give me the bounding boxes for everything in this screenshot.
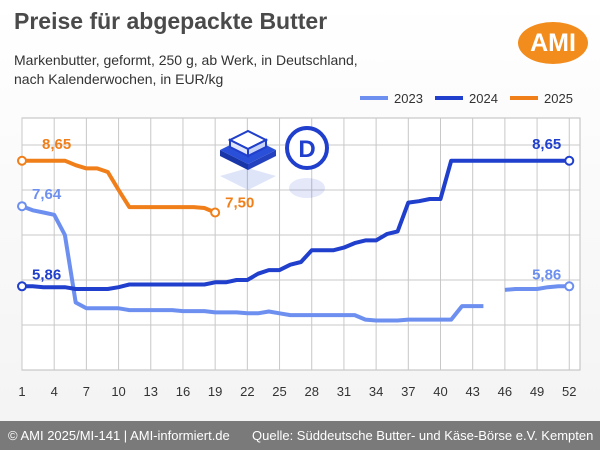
x-tick-label: 4 — [51, 384, 58, 399]
data-label-2023-start: 7,64 — [32, 186, 62, 203]
x-tick-label: 16 — [176, 384, 190, 399]
x-tick-label: 43 — [465, 384, 479, 399]
footer-bar: © AMI 2025/MI-141 | AMI-informiert.de Qu… — [0, 421, 600, 450]
series-line-2023 — [21, 204, 570, 323]
x-tick-label: 46 — [498, 384, 512, 399]
data-label-2024-end: 8,65 — [532, 136, 561, 153]
series-end-marker-2024 — [564, 155, 575, 166]
data-label-2024-start: 5,86 — [32, 266, 61, 283]
x-tick-label: 1 — [18, 384, 25, 399]
x-tick-label: 52 — [562, 384, 576, 399]
data-label-2023-end: 5,86 — [532, 266, 561, 283]
page-title: Preise für abgepackte Butter — [14, 8, 328, 34]
line-chart: 1 4 7 10 13 16 19 22 25 28 31 34 37 40 43 46 49 52 D 7,64 5,… — [17, 91, 581, 399]
legend-label-2024: 2024 — [469, 91, 498, 106]
footer-source: Quelle: Süddeutsche Butter- und Käse-Bör… — [252, 428, 594, 443]
series-start-marker-2024 — [17, 281, 27, 292]
x-tick-label: 28 — [304, 384, 318, 399]
x-tick-label: 13 — [144, 384, 158, 399]
series-end-marker-2025 — [210, 207, 221, 218]
series-line-2024 — [22, 158, 570, 291]
series-start-marker-2023 — [17, 201, 27, 212]
x-tick-label: 37 — [401, 384, 415, 399]
svg-text:D: D — [298, 136, 315, 163]
x-tick-label: 34 — [369, 384, 383, 399]
x-tick-label: 10 — [111, 384, 125, 399]
legend-label-2023: 2023 — [394, 91, 423, 106]
x-tick-label: 49 — [530, 384, 544, 399]
series-end-marker-2023 — [564, 281, 575, 292]
series-start-marker-2025 — [17, 155, 27, 166]
x-tick-label: 7 — [83, 384, 90, 399]
x-tick-label: 25 — [272, 384, 286, 399]
germany-d-icon: D — [285, 126, 329, 198]
subtitle-line-2: nach Kalenderwochen, in EUR/kg — [14, 71, 224, 87]
series-line-2025 — [22, 158, 216, 215]
footer-copyright: © AMI 2025/MI-141 | AMI-informiert.de — [8, 428, 230, 443]
x-tick-label: 19 — [208, 384, 222, 399]
data-label-2025-end: 7,50 — [225, 195, 254, 212]
x-tick-label: 31 — [337, 384, 351, 399]
subtitle-line-1: Markenbutter, geformt, 250 g, ab Werk, i… — [14, 52, 358, 68]
ami-logo: AMI — [518, 22, 588, 64]
x-tick-label: 22 — [240, 384, 254, 399]
x-tick-label: 40 — [433, 384, 447, 399]
butter-package-icon — [220, 129, 276, 190]
legend-label-2025: 2025 — [544, 91, 573, 106]
data-label-2025-start: 8,65 — [42, 136, 71, 153]
